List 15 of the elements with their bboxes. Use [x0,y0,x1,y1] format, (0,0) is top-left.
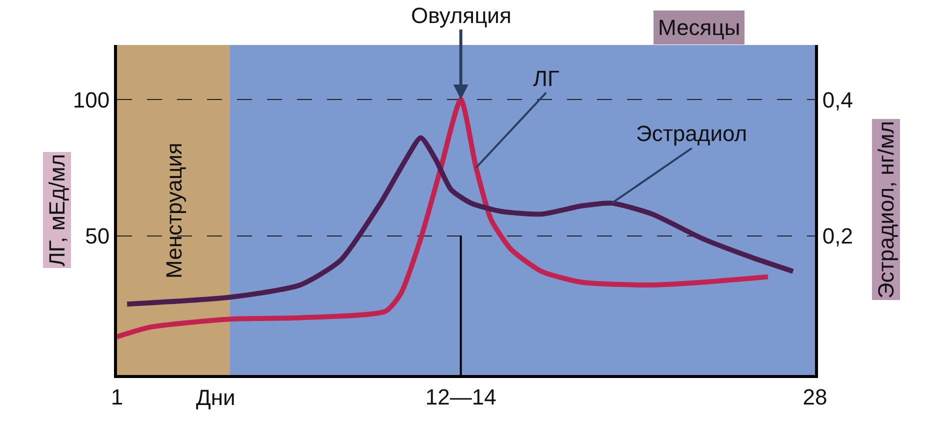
y-tick-label: 100 [72,87,110,112]
y-axis-title: ЛГ, мЕд/мл [44,154,70,266]
y2-tick-label: 0,2 [822,224,853,249]
text: Эстрадиол [636,121,748,146]
text: ЛГ [533,66,560,91]
text: Месяцы [658,15,740,40]
annotation: Овуляция [411,3,512,28]
y2-axis-title: Эстрадиол, нг/мл [874,120,898,298]
y-tick-label: 50 [85,224,110,249]
y2-tick-label: 0,4 [822,87,853,112]
x-tick-label: 28 [802,384,828,410]
band-label: Менструация [161,142,186,278]
x-tick-label: 12—14 [425,384,496,410]
x-axis-title: Дни [196,385,236,410]
x-tick-label: 1 [110,384,124,410]
